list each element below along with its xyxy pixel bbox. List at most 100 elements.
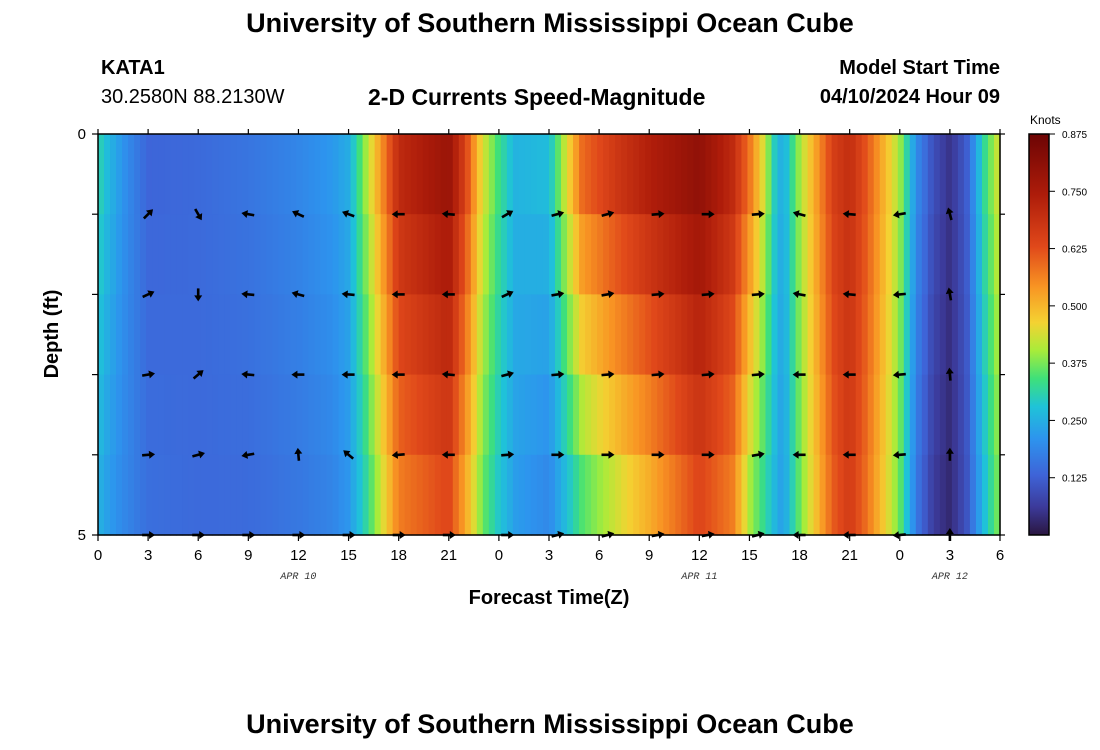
heatmap-cell — [236, 214, 243, 295]
heatmap-cell — [927, 454, 935, 536]
heatmap-cell — [176, 374, 183, 456]
heatmap-cell — [747, 214, 755, 295]
heatmap-cell — [621, 374, 628, 456]
heatmap-cell — [939, 134, 947, 215]
x-tick-label: 15 — [741, 547, 758, 564]
heatmap-cell — [741, 214, 749, 295]
heatmap-cell — [200, 134, 207, 215]
heatmap-cell — [254, 134, 261, 215]
current-arrows — [141, 207, 954, 541]
heatmap-cell — [867, 294, 875, 376]
heatmap-cell — [350, 134, 358, 215]
heatmap-cell — [194, 134, 201, 215]
heatmap-cell — [969, 214, 977, 295]
heatmap-cell — [861, 294, 869, 376]
heatmap-cell — [651, 374, 658, 456]
current-arrow — [601, 450, 615, 459]
heatmap-cell — [657, 454, 664, 536]
heatmap-cell — [783, 454, 791, 536]
heatmap-cell — [446, 294, 454, 376]
heatmap-cell — [260, 454, 267, 536]
heatmap-cell — [194, 374, 201, 456]
heatmap-cell — [122, 294, 129, 376]
heatmap-cell — [368, 214, 376, 295]
heatmap-cell — [476, 134, 484, 215]
heatmap-cell — [609, 134, 616, 215]
heatmap-cell — [536, 454, 544, 536]
heatmap-cell — [735, 374, 743, 456]
current-arrow — [192, 370, 204, 380]
current-arrow — [391, 370, 405, 379]
heatmap-cell — [699, 294, 706, 376]
heatmap-cell — [807, 214, 815, 295]
heatmap-cell — [567, 374, 574, 456]
heatmap-cell — [909, 214, 917, 295]
heatmap-cell — [524, 454, 532, 536]
current-arrow — [651, 290, 665, 299]
heatmap-cell — [326, 134, 334, 215]
heatmap-cell — [296, 294, 304, 376]
heatmap-cell — [98, 454, 105, 536]
heatmap-cell — [182, 374, 189, 456]
heatmap-cell — [470, 294, 478, 376]
heatmap-cell — [314, 214, 322, 295]
heatmap-cell — [170, 454, 177, 536]
heatmap-cell — [284, 294, 292, 376]
heatmap-cell — [272, 214, 279, 295]
heatmap-cell — [524, 134, 532, 215]
heatmap-cell — [170, 134, 177, 215]
heatmap-cell — [861, 454, 869, 536]
heatmap-cell — [218, 454, 225, 536]
heatmap-cell — [500, 214, 508, 295]
heatmap-cell — [819, 454, 827, 536]
x-tick-label: 0 — [896, 547, 904, 564]
heatmap-cell — [723, 214, 730, 295]
heatmap-cell — [897, 454, 905, 536]
heatmap-cell — [843, 214, 851, 295]
heatmap-cell — [753, 454, 761, 536]
heatmap-cell — [254, 294, 261, 376]
x-tick-label: 21 — [440, 547, 457, 564]
heatmap-cell — [633, 214, 640, 295]
heatmap-cell — [549, 134, 556, 215]
heatmap-cell — [110, 454, 117, 536]
heatmap-cell — [386, 214, 394, 295]
heatmap-cell — [717, 454, 724, 536]
heatmap-cell — [633, 294, 640, 376]
heatmap-cell — [452, 374, 460, 456]
heatmap-cell — [464, 294, 472, 376]
heatmap-cell — [603, 134, 610, 215]
heatmap-cell — [849, 294, 857, 376]
heatmap-cell — [392, 454, 400, 536]
heatmap-cell — [302, 294, 310, 376]
heatmap-cell — [272, 294, 279, 376]
heatmap-cell — [542, 454, 550, 536]
heatmap-cell — [753, 134, 761, 215]
heatmap-cell — [921, 214, 929, 295]
heatmap-cell — [963, 374, 971, 456]
current-arrow — [551, 290, 565, 299]
heatmap-cell — [284, 214, 292, 295]
current-arrow — [292, 210, 305, 218]
heatmap-cell — [747, 294, 755, 376]
heatmap-cell — [849, 454, 857, 536]
heatmap-cell — [609, 374, 616, 456]
heatmap-cell — [314, 134, 322, 215]
heatmap-cell — [350, 294, 358, 376]
heatmap-cell — [885, 294, 893, 376]
heatmap-cell — [549, 214, 556, 295]
heatmap-cell — [795, 374, 803, 456]
heatmap-cell — [891, 374, 899, 456]
current-arrow — [391, 210, 405, 219]
heatmap-cell — [128, 454, 135, 536]
heatmap-cell — [320, 214, 328, 295]
heatmap-cell — [536, 214, 544, 295]
heatmap-cell — [555, 294, 562, 376]
heatmap-cell — [561, 134, 568, 215]
heatmap-cell — [350, 374, 358, 456]
heatmap-cell — [657, 214, 664, 295]
heatmap-cell — [777, 134, 785, 215]
heatmap-cell — [921, 134, 929, 215]
heatmap-cell — [374, 454, 382, 536]
heatmap-cell — [314, 454, 322, 536]
